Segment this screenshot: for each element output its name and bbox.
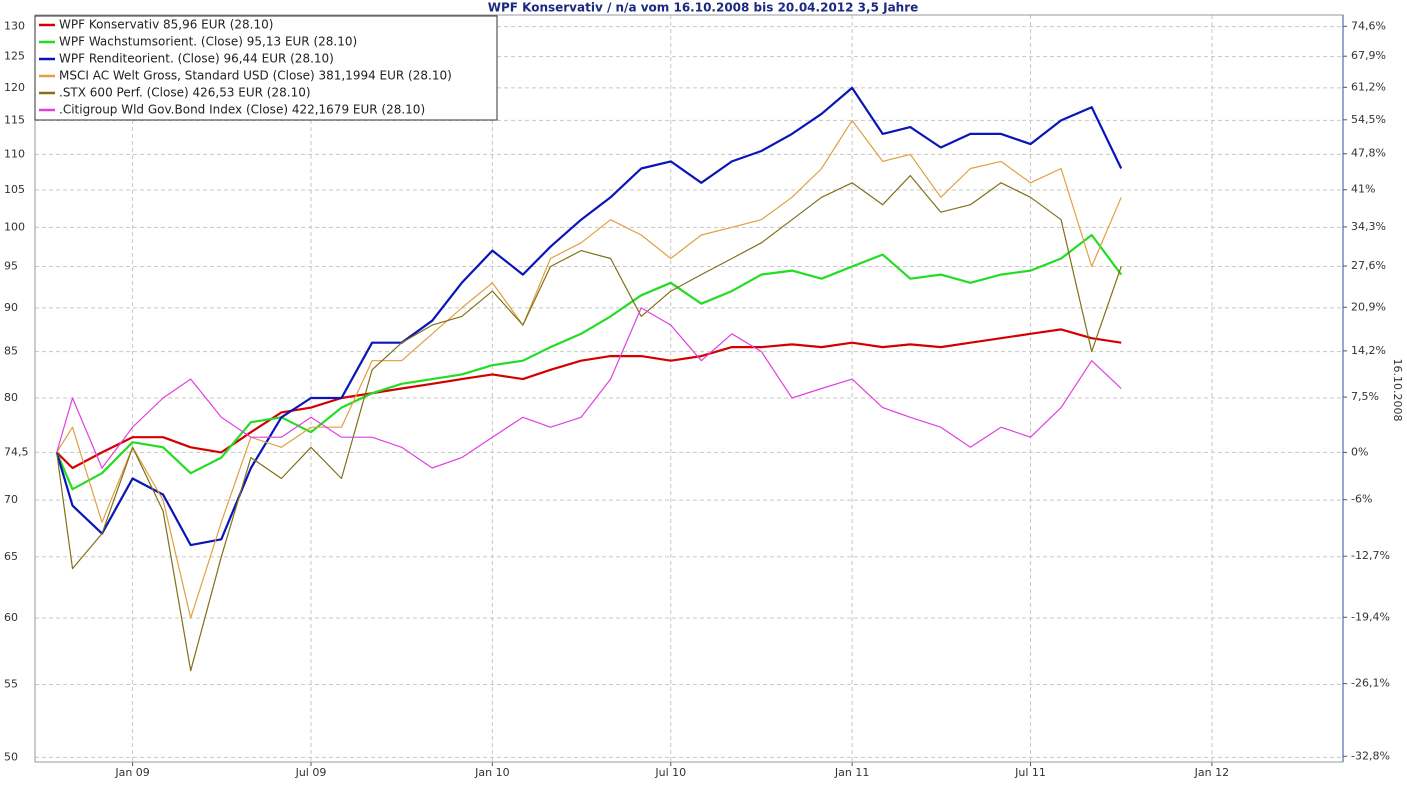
- y2-tick-label: 61,2%: [1351, 80, 1386, 93]
- y2-axis-label: 16.10.2008: [1391, 359, 1404, 422]
- series-line: [55, 328, 1122, 470]
- series-line: [56, 175, 1122, 672]
- y-tick-label: 125: [4, 50, 25, 63]
- y-tick-label: 95: [4, 260, 18, 273]
- y-tick-label: 110: [4, 147, 25, 160]
- y-tick-label: 115: [4, 113, 25, 126]
- y-tick-label: 105: [4, 183, 25, 196]
- x-tick-label: Jul 10: [654, 766, 686, 779]
- legend-label: WPF Konservativ 85,96 EUR (28.10): [59, 18, 273, 32]
- y-tick-label: 70: [4, 493, 18, 506]
- y2-tick-label: 41%: [1351, 183, 1375, 196]
- y-tick-label: 60: [4, 611, 18, 624]
- y2-tick-label: 7,5%: [1351, 390, 1379, 403]
- chart-title: WPF Konservativ / n/a vom 16.10.2008 bis…: [488, 1, 919, 15]
- x-tick-label: Jan 12: [1194, 766, 1229, 779]
- legend-label: WPF Wachstumsorient. (Close) 95,13 EUR (…: [59, 35, 357, 49]
- x-tick-label: Jan 09: [114, 766, 149, 779]
- legend-label: WPF Renditeorient. (Close) 96,44 EUR (28…: [59, 52, 334, 66]
- y-tick-label: 90: [4, 301, 18, 314]
- y2-tick-label: 20,9%: [1351, 300, 1386, 313]
- y2-tick-label: -19,4%: [1351, 610, 1390, 623]
- y-tick-label: 85: [4, 345, 18, 358]
- x-tick-label: Jul 11: [1014, 766, 1046, 779]
- y2-tick-label: 34,3%: [1351, 220, 1386, 233]
- y-tick-label: 80: [4, 391, 18, 404]
- legend-label: .Citigroup Wld Gov.Bond Index (Close) 42…: [59, 103, 425, 117]
- series-line: [56, 119, 1122, 619]
- y2-tick-label: -32,8%: [1351, 749, 1390, 762]
- y2-tick-label: 0%: [1351, 445, 1368, 458]
- x-tick-label: Jan 11: [834, 766, 869, 779]
- y2-tick-label: -26,1%: [1351, 677, 1390, 690]
- y-tick-label: 55: [4, 678, 18, 691]
- legend-label: .STX 600 Perf. (Close) 426,53 EUR (28.10…: [59, 86, 311, 100]
- y2-tick-label: 27,6%: [1351, 259, 1386, 272]
- series-line: [55, 233, 1123, 491]
- y2-tick-label: 67,9%: [1351, 49, 1386, 62]
- y2-tick-label: 14,2%: [1351, 344, 1386, 357]
- y-tick-label: 120: [4, 81, 25, 94]
- y2-tick-label: -12,7%: [1351, 549, 1390, 562]
- y-tick-label: 65: [4, 550, 18, 563]
- y-tick-label: 130: [4, 20, 25, 33]
- y2-tick-label: 54,5%: [1351, 113, 1386, 126]
- series-line: [56, 307, 1122, 469]
- y-tick-label: 100: [4, 220, 25, 233]
- y2-tick-label: -6%: [1351, 493, 1372, 506]
- y-tick-label: 50: [4, 750, 18, 763]
- series-line: [55, 86, 1123, 547]
- y2-tick-label: 47,8%: [1351, 147, 1386, 160]
- x-tick-label: Jul 09: [295, 766, 327, 779]
- y-tick-label: 74,5: [4, 445, 29, 458]
- legend-label: MSCI AC Welt Gross, Standard USD (Close)…: [59, 69, 452, 83]
- legend-box: [34, 15, 498, 121]
- y2-tick-label: 74,6%: [1351, 19, 1386, 32]
- x-tick-label: Jan 10: [474, 766, 509, 779]
